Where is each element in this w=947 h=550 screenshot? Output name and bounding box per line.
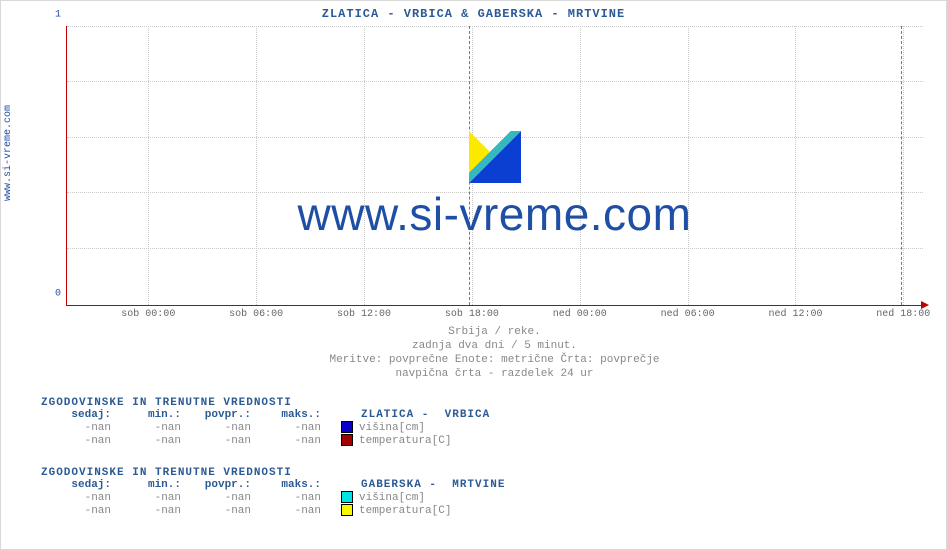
stats-col-head: povpr.: xyxy=(181,479,251,491)
x-tick-label: ned 18:00 xyxy=(876,305,930,320)
stats-value: -nan xyxy=(111,435,181,447)
x-tick-label: sob 12:00 xyxy=(337,305,391,320)
gridline-v xyxy=(472,26,473,305)
stats-col-head: min.: xyxy=(111,409,181,421)
gridline-v xyxy=(795,26,796,305)
stats-value: -nan xyxy=(181,505,251,517)
stats-value: -nan xyxy=(181,492,251,504)
stats-col-head: povpr.: xyxy=(181,409,251,421)
stats-value: -nan xyxy=(181,422,251,434)
series-label: višina[cm] xyxy=(359,422,425,434)
series-label: temperatura[C] xyxy=(359,505,451,517)
gridline-v xyxy=(256,26,257,305)
x-tick-label: sob 00:00 xyxy=(121,305,175,320)
stats-value: -nan xyxy=(251,492,321,504)
stats-block: ZGODOVINSKE IN TRENUTNE VREDNOSTIsedaj:m… xyxy=(41,467,505,517)
stats-row: -nan-nan-nan-nanvišina[cm] xyxy=(41,421,490,434)
stats-col-head: sedaj: xyxy=(41,409,111,421)
stats-value: -nan xyxy=(181,435,251,447)
day-marker xyxy=(901,26,902,305)
stats-value: -nan xyxy=(41,505,111,517)
legend-swatch-icon xyxy=(341,504,353,516)
day-marker xyxy=(469,26,470,305)
caption-line-1: Srbija / reke. xyxy=(66,326,923,338)
stats-value: -nan xyxy=(41,435,111,447)
stats-value: -nan xyxy=(251,422,321,434)
y-tick-label: 0 xyxy=(55,289,67,300)
caption-line-2: zadnja dva dni / 5 minut. xyxy=(66,340,923,352)
stats-col-head: maks.: xyxy=(251,409,321,421)
stats-header: ZGODOVINSKE IN TRENUTNE VREDNOSTI xyxy=(41,397,490,409)
gridline-v xyxy=(580,26,581,305)
stats-header: ZGODOVINSKE IN TRENUTNE VREDNOSTI xyxy=(41,467,505,479)
y-axis-source-label: www.si-vreme.com xyxy=(3,105,14,201)
x-tick-label: sob 06:00 xyxy=(229,305,283,320)
stats-value: -nan xyxy=(111,422,181,434)
stats-col-head: maks.: xyxy=(251,479,321,491)
caption-line-3: Meritve: povprečne Enote: metrične Črta:… xyxy=(66,354,923,366)
gridline-v xyxy=(688,26,689,305)
stats-row: -nan-nan-nan-nanvišina[cm] xyxy=(41,491,505,504)
series-label: višina[cm] xyxy=(359,492,425,504)
legend-swatch-icon xyxy=(341,434,353,446)
stats-col-head: sedaj: xyxy=(41,479,111,491)
gridline-v xyxy=(148,26,149,305)
gridline-v xyxy=(903,26,904,305)
series-name: ZLATICA - VRBICA xyxy=(361,409,490,421)
stats-value: -nan xyxy=(111,492,181,504)
x-tick-label: ned 06:00 xyxy=(661,305,715,320)
stats-value: -nan xyxy=(41,422,111,434)
legend-swatch-icon xyxy=(341,421,353,433)
series-name: GABERSKA - MRTVINE xyxy=(361,479,505,491)
stats-value: -nan xyxy=(251,505,321,517)
source-link[interactable]: www.si-vreme.com xyxy=(3,105,14,201)
stats-col-head: min.: xyxy=(111,479,181,491)
chart-title: ZLATICA - VRBICA & GABERSKA - MRTVINE xyxy=(1,7,946,21)
stats-value: -nan xyxy=(111,505,181,517)
stats-value: -nan xyxy=(251,435,321,447)
legend-swatch-icon xyxy=(341,491,353,503)
chart-container: ZLATICA - VRBICA & GABERSKA - MRTVINE ww… xyxy=(0,0,947,550)
series-label: temperatura[C] xyxy=(359,435,451,447)
stats-value: -nan xyxy=(41,492,111,504)
plot-area: sob 00:00sob 06:00sob 12:00sob 18:00ned … xyxy=(66,26,923,306)
stats-row: -nan-nan-nan-nantemperatura[C] xyxy=(41,504,505,517)
gridline-v xyxy=(364,26,365,305)
y-tick-label: 1 xyxy=(55,10,67,21)
caption-line-4: navpična črta - razdelek 24 ur xyxy=(66,368,923,380)
x-tick-label: ned 00:00 xyxy=(553,305,607,320)
x-tick-label: ned 12:00 xyxy=(768,305,822,320)
stats-row: -nan-nan-nan-nantemperatura[C] xyxy=(41,434,490,447)
stats-block: ZGODOVINSKE IN TRENUTNE VREDNOSTIsedaj:m… xyxy=(41,397,490,447)
x-tick-label: sob 18:00 xyxy=(445,305,499,320)
